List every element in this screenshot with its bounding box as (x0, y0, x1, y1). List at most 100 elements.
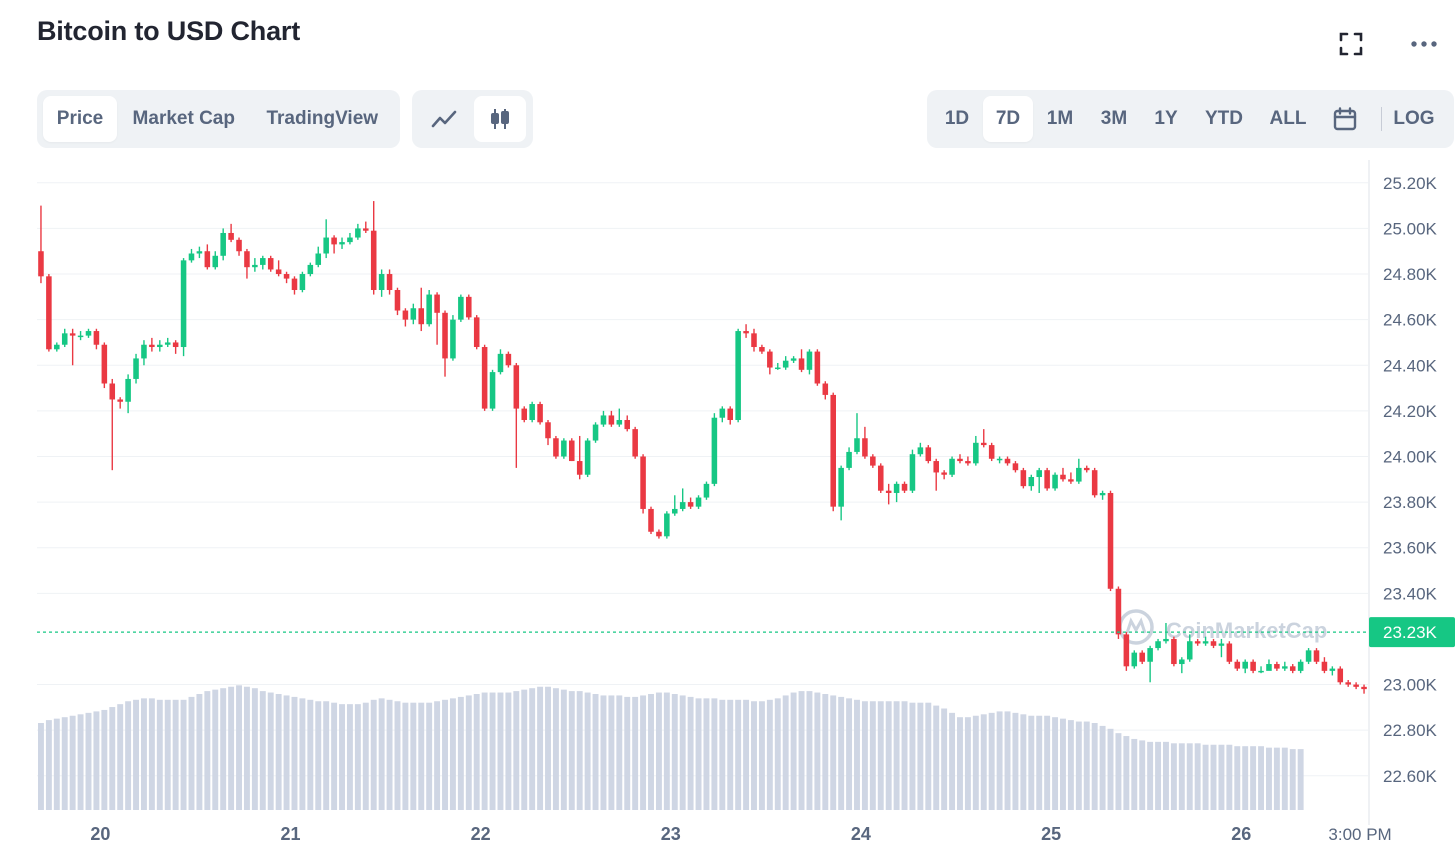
volume-bar (774, 698, 781, 810)
volume-bar (457, 696, 464, 810)
candle (505, 351, 512, 368)
volume-bar (695, 698, 702, 810)
candle (149, 337, 155, 352)
candlestick-button[interactable] (474, 96, 526, 142)
candle (949, 456, 955, 478)
candle (664, 511, 670, 539)
candle (759, 344, 765, 354)
more-options-button[interactable] (1406, 26, 1442, 62)
candle (1337, 666, 1344, 685)
candle (466, 294, 472, 320)
volume-bar (133, 699, 139, 810)
log-scale-toggle[interactable]: LOG (1393, 108, 1435, 129)
candle (822, 381, 829, 400)
range-1d[interactable]: 1D (944, 108, 970, 129)
calendar-icon (1333, 107, 1357, 131)
calendar-button[interactable] (1319, 96, 1371, 142)
candle (1218, 638, 1225, 658)
volume-bar (251, 688, 258, 810)
volume-bar (1234, 746, 1241, 810)
volume-bar (196, 694, 203, 810)
candle (85, 328, 92, 338)
candle (616, 408, 623, 427)
candle (743, 324, 749, 338)
volume-bar (473, 694, 480, 810)
candle (1266, 659, 1272, 671)
tab-price[interactable]: Price (43, 96, 117, 142)
candle (1139, 650, 1145, 665)
volume-bar (648, 694, 654, 810)
grid-lines (37, 182, 1368, 777)
volume-bar (1036, 715, 1043, 810)
candle (1131, 650, 1138, 669)
volume-bar (1099, 725, 1106, 810)
candle (260, 255, 266, 270)
candle (1179, 657, 1185, 674)
volume-bar (45, 720, 52, 810)
candle (600, 410, 607, 427)
candle (893, 481, 900, 503)
volume-bar (576, 691, 583, 810)
volume-bar (125, 701, 132, 810)
range-1m[interactable]: 1M (1046, 108, 1074, 129)
candle (671, 495, 678, 516)
range-all[interactable]: ALL (1269, 108, 1307, 129)
candle (109, 378, 116, 471)
volume-bar (402, 702, 409, 810)
volume-bar (1178, 743, 1185, 810)
volume-bar (1155, 741, 1162, 810)
candle (117, 397, 123, 409)
candle (838, 465, 844, 521)
volume-bar (925, 702, 932, 810)
volume-bar (513, 691, 520, 810)
volume-bar (814, 692, 821, 810)
volume-bar (140, 698, 147, 810)
candle (925, 445, 932, 464)
range-1y[interactable]: 1Y (1154, 108, 1178, 129)
line-chart-button[interactable] (418, 96, 470, 142)
candle (323, 219, 329, 259)
volume-bar (220, 688, 227, 810)
volume-bar (1273, 747, 1280, 810)
volume-bar (655, 692, 662, 810)
candle (180, 258, 187, 357)
candle (228, 223, 234, 243)
candle (632, 426, 638, 459)
candle (450, 315, 456, 361)
candle (656, 529, 662, 539)
volume-bar (243, 686, 250, 810)
volume-bar (53, 718, 60, 810)
volume-bar (711, 698, 718, 810)
candle (1321, 657, 1328, 674)
volume-bar (1028, 715, 1035, 810)
volume-bar (552, 688, 559, 810)
range-ytd[interactable]: YTD (1205, 108, 1243, 129)
volume-bar (1250, 746, 1257, 810)
candle (38, 205, 44, 284)
candle (93, 328, 100, 350)
volume-bar (1107, 728, 1114, 810)
x-tick-label: 3:00 PM (1328, 825, 1391, 844)
candle (1194, 638, 1201, 646)
tab-tradingview[interactable]: TradingView (266, 108, 379, 129)
tab-market-cap[interactable]: Market Cap (132, 108, 235, 129)
volume-bar (1186, 743, 1193, 810)
candle (1226, 641, 1233, 665)
volume-bar (545, 686, 551, 810)
fullscreen-button[interactable] (1333, 26, 1369, 62)
volume-bar (1091, 723, 1098, 810)
volume-bar (331, 702, 338, 810)
volume-bar (806, 691, 813, 810)
candle (862, 426, 868, 459)
candle (735, 328, 741, 423)
x-tick-label: 23 (661, 824, 681, 844)
candle (363, 221, 369, 233)
candle (941, 470, 947, 480)
y-tick-label: 23.40K (1383, 584, 1438, 603)
candle (220, 228, 226, 261)
volume-bar (671, 694, 678, 810)
range-7d[interactable]: 7D (983, 96, 1033, 142)
price-chart[interactable]: CoinMarketCap 25.20K 25.00K 24.80K 24.60K 24… (0, 160, 1456, 861)
volume-bar (236, 685, 242, 810)
range-3m[interactable]: 3M (1100, 108, 1128, 129)
